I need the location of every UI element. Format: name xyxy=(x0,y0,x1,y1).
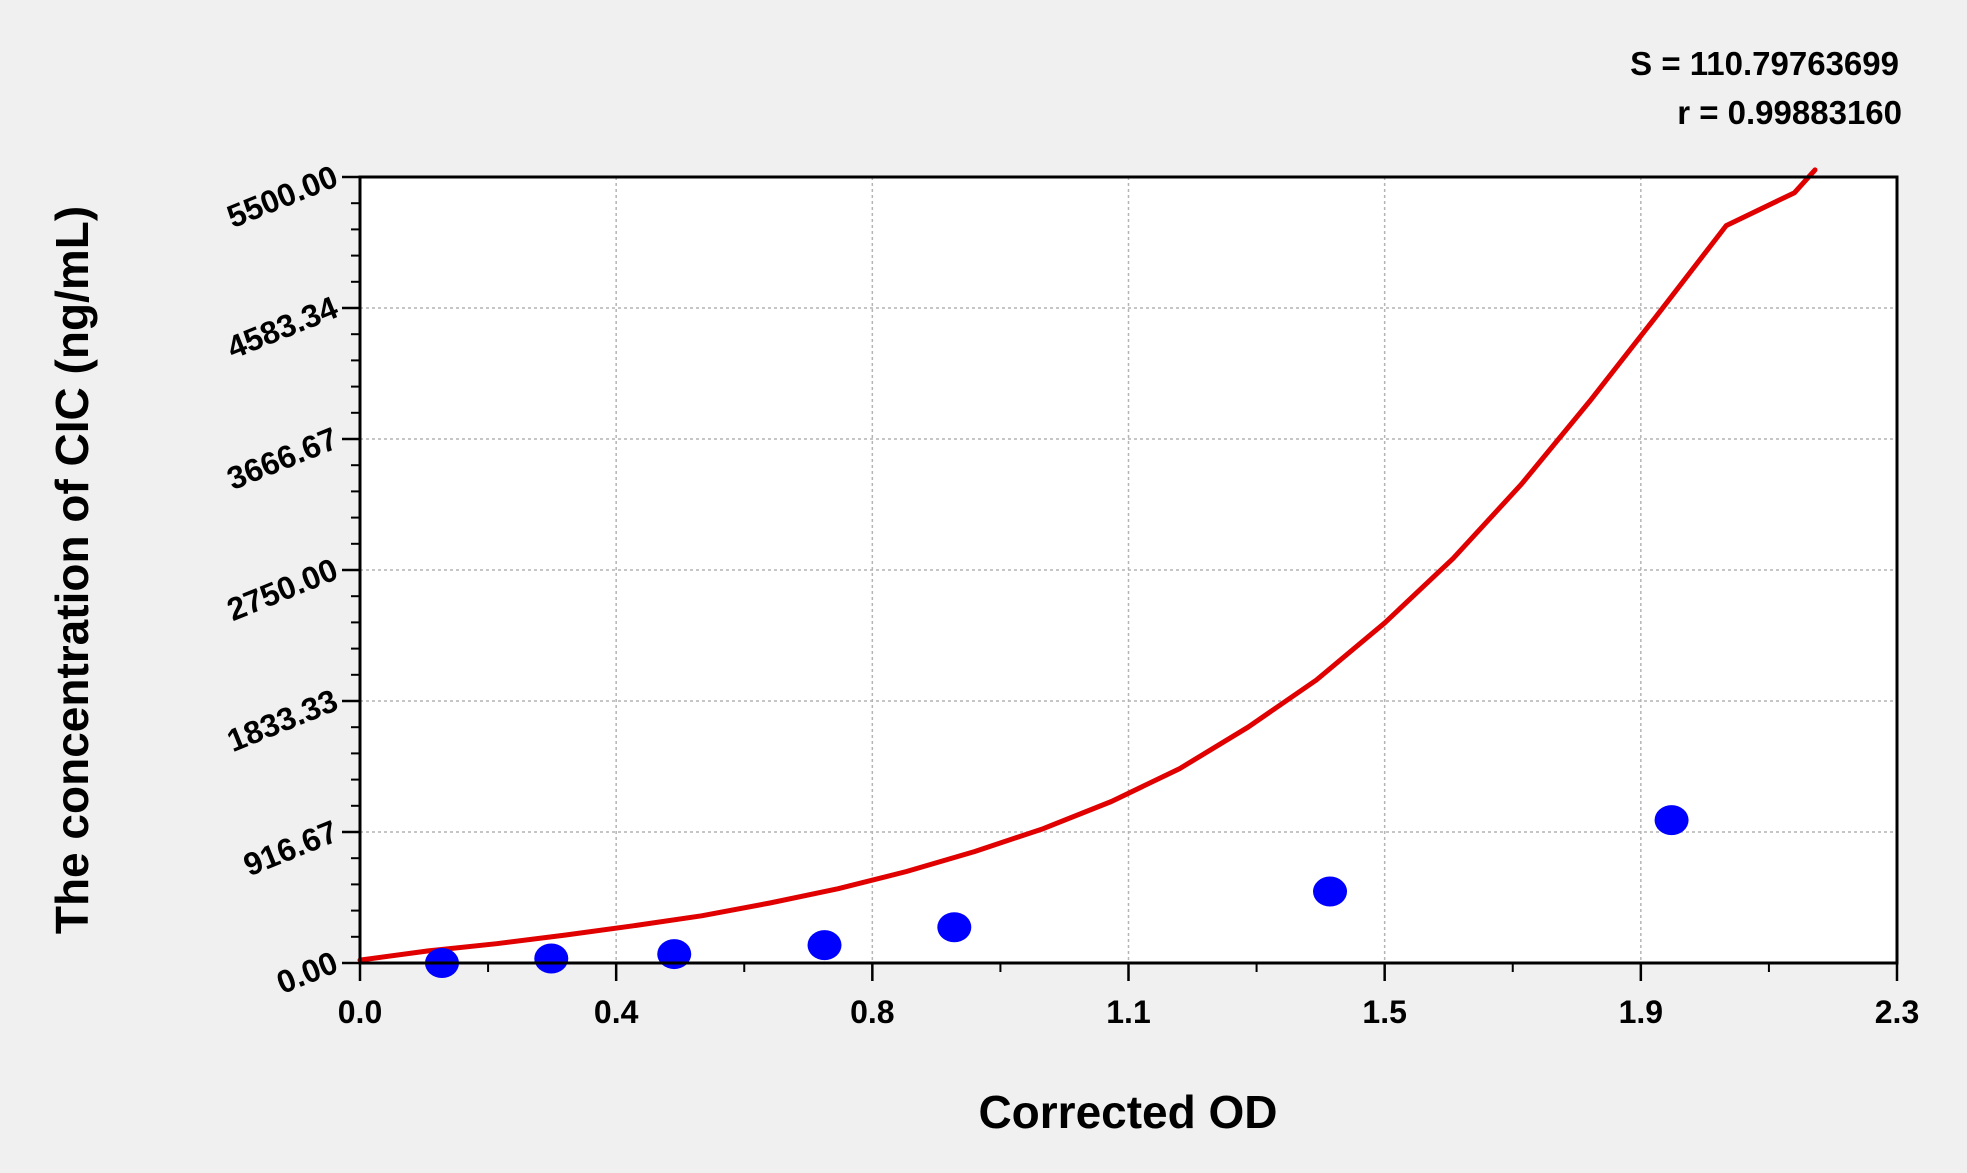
x-axis-title: Corrected OD xyxy=(978,1086,1277,1138)
x-tick-label: 0.8 xyxy=(850,994,894,1030)
plot-frame xyxy=(358,175,1899,965)
grid-lines xyxy=(360,177,1897,963)
x-tick-label: 0.0 xyxy=(338,994,382,1030)
x-axis-ticks: 0.0 0.4 0.8 1.1 1.5 1.9 2.3 xyxy=(338,963,1919,1030)
data-point xyxy=(1654,805,1689,836)
s-statistic: S = 110.79763699 xyxy=(1630,45,1899,82)
y-axis-title: The concentration of CIC (ng/mL) xyxy=(46,206,98,934)
x-tick-label: 2.3 xyxy=(1875,994,1919,1030)
x-tick-label: 1.1 xyxy=(1106,994,1150,1030)
x-tick-label: 1.5 xyxy=(1362,994,1406,1030)
data-point xyxy=(1313,876,1348,907)
data-point xyxy=(807,930,842,961)
x-tick-label: 1.9 xyxy=(1619,994,1663,1030)
data-points xyxy=(424,805,1689,978)
r-statistic: r = 0.99883160 xyxy=(1677,94,1902,131)
fitted-curve xyxy=(357,167,1818,963)
data-point xyxy=(534,943,569,974)
x-tick-label: 0.4 xyxy=(594,994,639,1030)
data-point xyxy=(937,912,972,943)
data-point xyxy=(657,939,692,970)
